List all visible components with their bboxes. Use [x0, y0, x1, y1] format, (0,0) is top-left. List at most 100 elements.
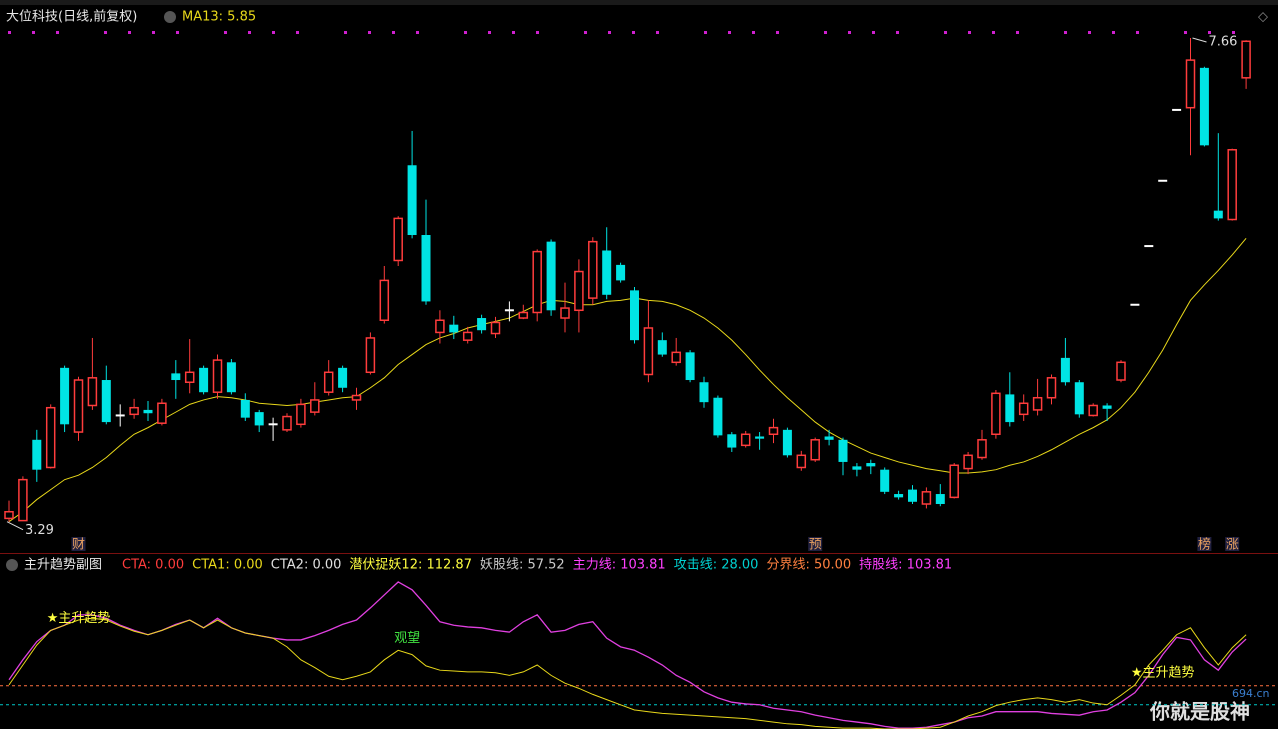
candle-body: [1102, 405, 1112, 409]
signal-dot: [656, 31, 659, 34]
indicator-line: [8, 581, 1247, 729]
candle-body: [199, 367, 209, 393]
candle-body: [379, 279, 390, 321]
signal-dot: [368, 31, 371, 34]
signal-dot: [1064, 31, 1067, 34]
candle-body: [810, 439, 820, 461]
top-strip: [0, 0, 1278, 5]
candle-body: [351, 394, 362, 401]
signal-label: 观望: [394, 630, 420, 646]
candle-body: [421, 235, 431, 302]
candle-body: [755, 436, 765, 439]
candle-body: [323, 371, 334, 393]
candle-body: [184, 371, 195, 383]
candle-body: [894, 494, 904, 498]
signal-dot: [728, 31, 731, 34]
watermark-site: 694.cn: [1232, 687, 1270, 700]
menu-icon[interactable]: [164, 11, 176, 23]
signal-label: ★主升趋势: [47, 610, 111, 626]
candle-body: [713, 397, 723, 436]
candle-body: [1088, 404, 1098, 417]
candle-body: [727, 434, 737, 448]
candle-body: [699, 382, 709, 403]
candle-body: [935, 494, 945, 505]
signal-dot: [1232, 31, 1235, 34]
signal-dot: [536, 31, 539, 34]
candle-body: [685, 352, 695, 381]
signal-dot: [248, 31, 251, 34]
signal-dot: [992, 31, 995, 34]
candle-body: [296, 403, 306, 426]
signal-dot: [944, 31, 947, 34]
legend-item: 分界线: 50.00: [766, 558, 851, 573]
signal-dot: [824, 31, 827, 34]
event-label: 榜: [1198, 537, 1211, 553]
signal-dot: [848, 31, 851, 34]
diamond-icon[interactable]: ◇: [1258, 10, 1268, 25]
signal-dot: [896, 31, 899, 34]
signal-dot: [1016, 31, 1019, 34]
candle-body: [949, 464, 959, 499]
signal-dot: [1088, 31, 1091, 34]
legend-item: CTA: 0.00: [122, 558, 184, 573]
signal-dot: [1136, 31, 1139, 34]
candle-body: [880, 469, 890, 492]
signal-dot: [512, 31, 515, 34]
legend-item: 持股线: 103.81: [859, 558, 952, 573]
menu-icon[interactable]: [6, 559, 18, 571]
signal-dot: [296, 31, 299, 34]
signal-dot: [632, 31, 635, 34]
event-badge: [1225, 537, 1240, 551]
candle-body: [101, 380, 111, 423]
max-label: 7.66: [1209, 34, 1238, 49]
candle-body: [1005, 394, 1015, 423]
signal-dot: [392, 31, 395, 34]
signal-label: ★主升趋势: [1131, 664, 1195, 680]
signal-dot: [176, 31, 179, 34]
candle-body: [226, 362, 236, 393]
signal-dot: [272, 31, 275, 34]
candle-body: [963, 454, 973, 470]
candle-body: [407, 165, 417, 236]
candle-body: [643, 327, 654, 376]
candle-body: [921, 491, 932, 505]
candle-body: [768, 426, 779, 436]
signal-dot: [752, 31, 755, 34]
candle-body: [1227, 149, 1237, 221]
watermark: 你就是股神: [1149, 700, 1250, 724]
candle-body: [1060, 357, 1070, 383]
candle-body: [393, 217, 403, 262]
event-label: 财: [72, 538, 85, 553]
candle-body: [782, 429, 792, 456]
candle-body: [282, 415, 292, 431]
candle-body: [852, 466, 862, 470]
candle-body: [518, 311, 529, 319]
signal-dot: [152, 31, 155, 34]
candle-body: [588, 240, 598, 299]
candle-body: [602, 250, 612, 295]
signal-dot: [872, 31, 875, 34]
candle-body: [908, 489, 917, 502]
candle-body: [740, 433, 751, 447]
candle-body: [240, 399, 250, 418]
legend-item: 攻击线: 28.00: [674, 558, 759, 573]
signal-dot: [968, 31, 971, 34]
candle-body: [1046, 377, 1057, 399]
legend-item: 妖股线: 57.52: [480, 558, 565, 573]
signal-dot: [8, 31, 11, 34]
candle-body: [630, 290, 639, 341]
legend-item: CTA2: 0.00: [271, 558, 342, 573]
candle-body: [1199, 67, 1209, 146]
signal-dot: [464, 31, 467, 34]
candle-body: [866, 463, 876, 467]
chart-title: 大位科技(日线,前复权): [6, 9, 137, 25]
ma-line: [8, 238, 1247, 523]
candle-body: [1018, 402, 1029, 416]
signal-dot: [344, 31, 347, 34]
candle-body: [574, 270, 584, 312]
candle-body: [32, 439, 42, 470]
candle-body: [4, 511, 14, 520]
